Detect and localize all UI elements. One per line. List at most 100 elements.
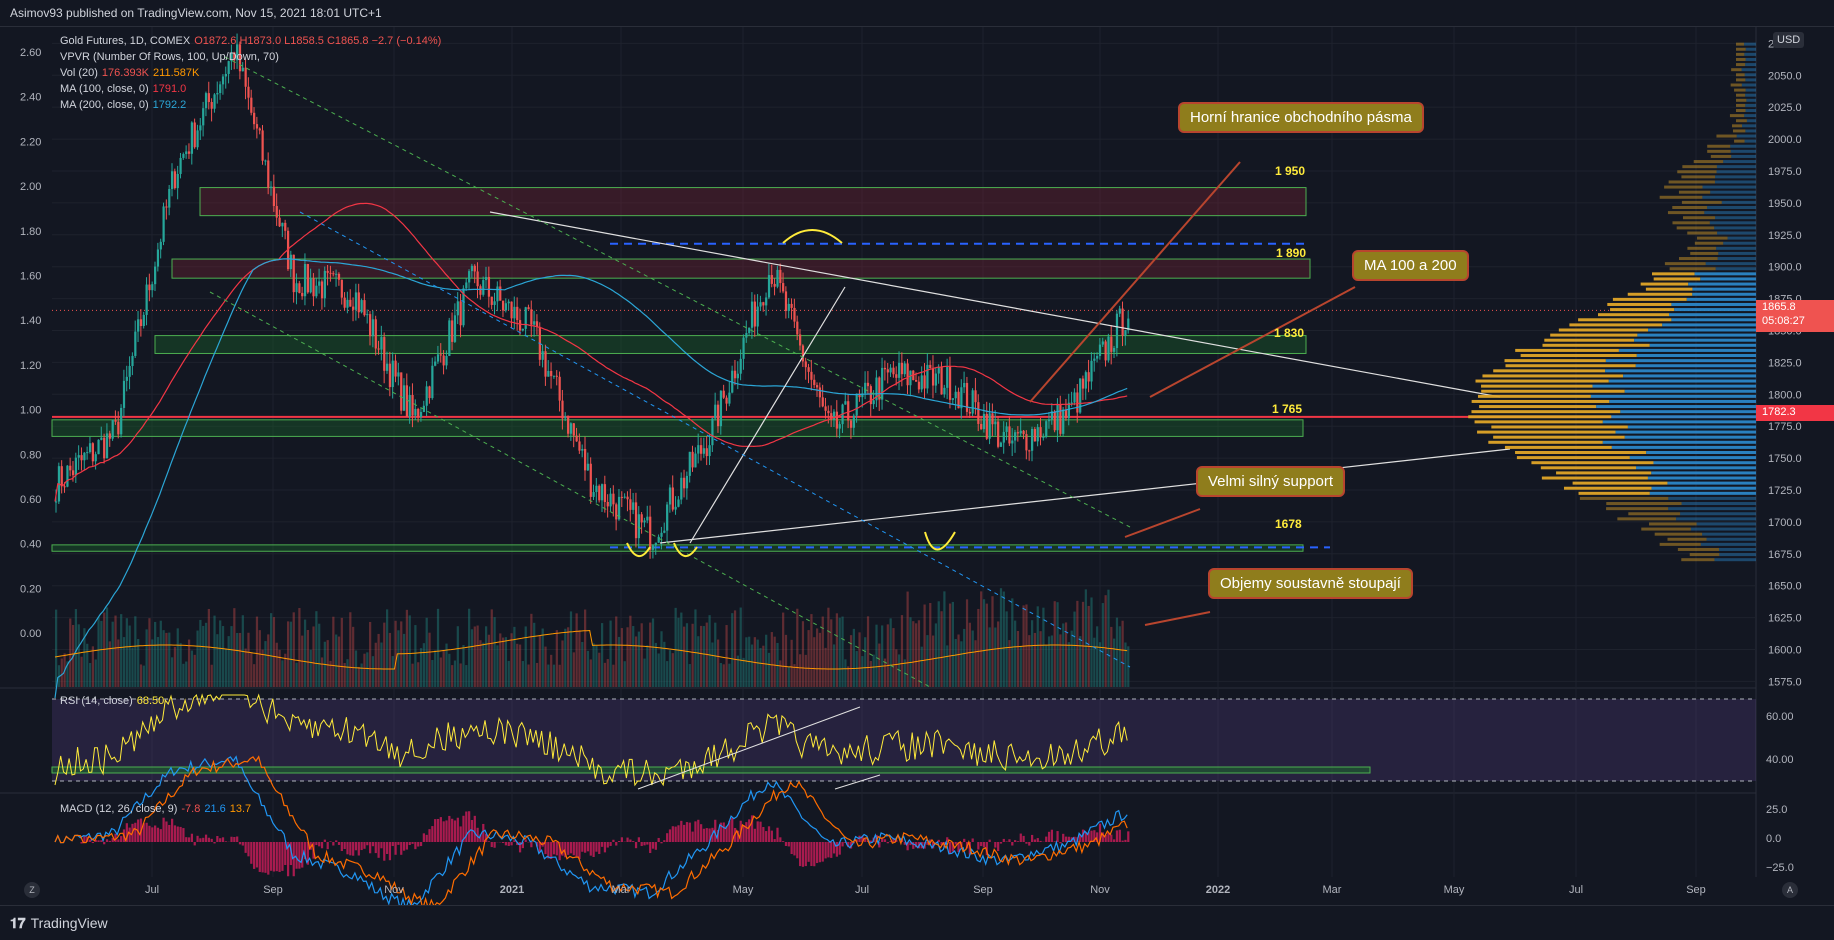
- volume-bar: [708, 615, 710, 687]
- auto-scale-button[interactable]: A: [1782, 882, 1798, 898]
- candle-body: [561, 401, 563, 419]
- vpvr-row-up: [1625, 390, 1756, 393]
- macd-hist-bar: [451, 819, 453, 842]
- macd-hist-bar: [185, 837, 187, 842]
- candle-body: [570, 423, 572, 433]
- macd-hist-bar: [793, 842, 795, 855]
- volume-bar: [918, 620, 920, 687]
- macd-hist-bar: [742, 825, 744, 842]
- volume-bar: [799, 654, 801, 687]
- zoom-button[interactable]: Z: [24, 882, 40, 898]
- currency-badge[interactable]: USD: [1773, 32, 1804, 48]
- vpvr-row-up: [1630, 456, 1756, 459]
- candle-body: [383, 337, 385, 371]
- macd-hist-bar: [629, 839, 631, 842]
- vpvr-row-down: [1649, 522, 1697, 525]
- candle-body: [92, 443, 94, 461]
- volume-bar: [247, 633, 249, 687]
- vpvr-row-down: [1690, 553, 1720, 556]
- volume-bar: [590, 659, 592, 687]
- macd-hist-bar: [417, 842, 419, 847]
- candle-body: [559, 377, 561, 401]
- vpvr-row-up: [1707, 538, 1756, 541]
- macd-hist-bar: [609, 842, 611, 846]
- macd-hist-bar: [295, 842, 297, 869]
- macd-hist-bar: [768, 826, 770, 842]
- volume-bar: [290, 622, 292, 687]
- volume-bar: [629, 616, 631, 687]
- volume-bar: [86, 644, 88, 687]
- candle-body: [1107, 337, 1109, 361]
- macd-hist-bar: [745, 822, 747, 842]
- volume-bar: [839, 618, 841, 687]
- candle-body: [873, 400, 875, 404]
- candle-body: [513, 307, 515, 319]
- vpvr-row-down: [1707, 145, 1730, 148]
- volume-bar: [389, 633, 391, 687]
- candle-body: [61, 466, 63, 486]
- macd-hist-bar: [510, 842, 512, 845]
- macd-hist-bar: [157, 828, 159, 842]
- macd-hist-bar: [253, 842, 255, 869]
- macd-hist-bar: [1127, 831, 1129, 842]
- candle-body: [491, 297, 493, 305]
- candle-body: [321, 281, 323, 298]
- volume-bar: [513, 627, 515, 687]
- legend-rsi-value: 68.50: [137, 695, 165, 707]
- price-tick-label: 1575.0: [1768, 676, 1802, 688]
- candle-body: [465, 282, 467, 288]
- vpvr-row-up: [1737, 135, 1756, 138]
- price-tick-label: 1700.0: [1768, 517, 1802, 529]
- macd-hist-bar: [824, 842, 826, 858]
- legend-vol-label: Vol (20): [60, 67, 98, 79]
- candle-body: [683, 478, 685, 489]
- volume-bar: [697, 636, 699, 687]
- volume-bar: [544, 647, 546, 687]
- volume-bar: [734, 610, 736, 687]
- vpvr-row-up: [1650, 492, 1756, 495]
- vpvr-row-down: [1660, 196, 1703, 199]
- vpvr-row-down: [1667, 538, 1706, 541]
- volume-bar: [525, 626, 527, 687]
- chart-canvas[interactable]: 2075.02050.02025.02000.01975.01950.01925…: [0, 27, 1834, 905]
- macd-hist-bar: [281, 842, 283, 871]
- vpvr-row-up: [1706, 262, 1756, 265]
- vpvr-row-up: [1714, 558, 1756, 561]
- volume-bar: [819, 633, 821, 687]
- macd-hist-bar: [182, 828, 184, 842]
- macd-hist-bar: [1039, 841, 1041, 842]
- legend-ohlc: O1872.6 H1873.0 L1858.5 C1865.8 −2.7 (−0…: [194, 35, 441, 47]
- volume-bar: [680, 613, 682, 687]
- vpvr-row-down: [1564, 487, 1652, 490]
- vpvr-row-up: [1650, 344, 1756, 347]
- volume-bar: [887, 624, 889, 687]
- candle-body: [146, 285, 148, 315]
- candle-body: [284, 223, 286, 231]
- macd-hist-bar: [553, 842, 555, 854]
- candle-body: [293, 255, 295, 292]
- candle-body: [80, 455, 82, 460]
- macd-hist-bar: [808, 842, 810, 862]
- volume-bar: [488, 635, 490, 687]
- candle-body: [601, 484, 603, 500]
- price-tick-label: 1675.0: [1768, 549, 1802, 561]
- volume-bar: [581, 642, 583, 687]
- volume-bar: [830, 619, 832, 687]
- macd-hist-bar: [621, 837, 623, 842]
- macd-hist-bar: [146, 823, 148, 842]
- time-tick-label: May: [733, 884, 754, 896]
- volume-bar: [542, 629, 544, 687]
- candle-body: [677, 500, 679, 507]
- candle-body: [106, 433, 108, 458]
- vpvr-row-down: [1556, 471, 1651, 474]
- volume-bar: [477, 626, 479, 687]
- price-tick-label: 2000.0: [1768, 134, 1802, 146]
- macd-hist-bar: [1003, 839, 1005, 842]
- macd-hist-bar: [1031, 835, 1033, 842]
- macd-hist-bar: [474, 816, 476, 842]
- legend-row-vpvr: VPVR (Number Of Rows, 100, Up/Down, 70): [60, 49, 445, 65]
- macd-hist-bar: [963, 839, 965, 842]
- macd-hist-bar: [179, 827, 181, 842]
- volume-bar: [228, 636, 230, 687]
